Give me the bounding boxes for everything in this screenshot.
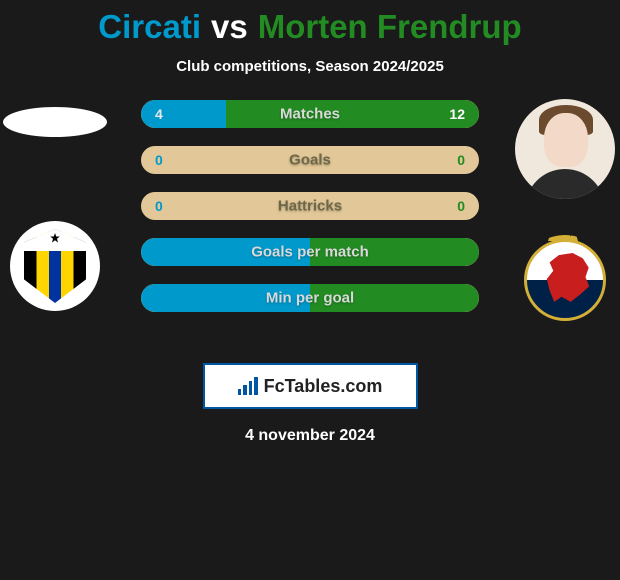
stat-bars: Matches412Goals00Hattricks00Goals per ma…: [140, 99, 480, 313]
watermark-logo: FcTables.com: [203, 363, 418, 409]
bar-value-right: 12: [449, 106, 465, 122]
bar-value-left: 0: [155, 152, 163, 168]
bar-value-right: 0: [457, 152, 465, 168]
left-player-column: [0, 99, 110, 311]
date-text: 4 november 2024: [245, 427, 375, 445]
title-player2: Morten Frendrup: [258, 8, 522, 46]
bar-chart-icon: [238, 377, 258, 395]
bar-value-right: 0: [457, 198, 465, 214]
bar-label: Hattricks: [141, 198, 479, 215]
bar-value-left: 0: [155, 198, 163, 214]
parma-shield-icon: [24, 229, 86, 303]
stat-bar: Goals per match: [140, 237, 480, 267]
bar-label: Goals: [141, 152, 479, 169]
watermark-text: FcTables.com: [264, 376, 383, 397]
stat-bar: Min per goal: [140, 283, 480, 313]
title-vs: vs: [211, 8, 248, 46]
title-player1: Circati: [98, 8, 201, 46]
bar-label: Min per goal: [141, 290, 479, 307]
stat-bar: Goals0 0: [140, 145, 480, 175]
player1-photo: [3, 107, 107, 137]
player2-club-badge: [520, 235, 610, 325]
stat-bar: Matches4 12: [140, 99, 480, 129]
bar-value-left: 4: [155, 106, 163, 122]
stat-bar: Hattricks0 0: [140, 191, 480, 221]
subtitle: Club competitions, Season 2024/2025: [176, 58, 444, 75]
player1-club-badge: [10, 221, 100, 311]
bar-label: Goals per match: [141, 244, 479, 261]
player2-photo: [515, 99, 615, 199]
stats-area: Matches412Goals00Hattricks00Goals per ma…: [0, 99, 620, 349]
genoa-badge-icon: [524, 239, 606, 321]
right-player-column: [510, 99, 620, 325]
comparison-card: Circati vs Morten Frendrup Club competit…: [0, 0, 620, 445]
page-title: Circati vs Morten Frendrup: [98, 8, 521, 46]
bar-label: Matches: [141, 106, 479, 123]
